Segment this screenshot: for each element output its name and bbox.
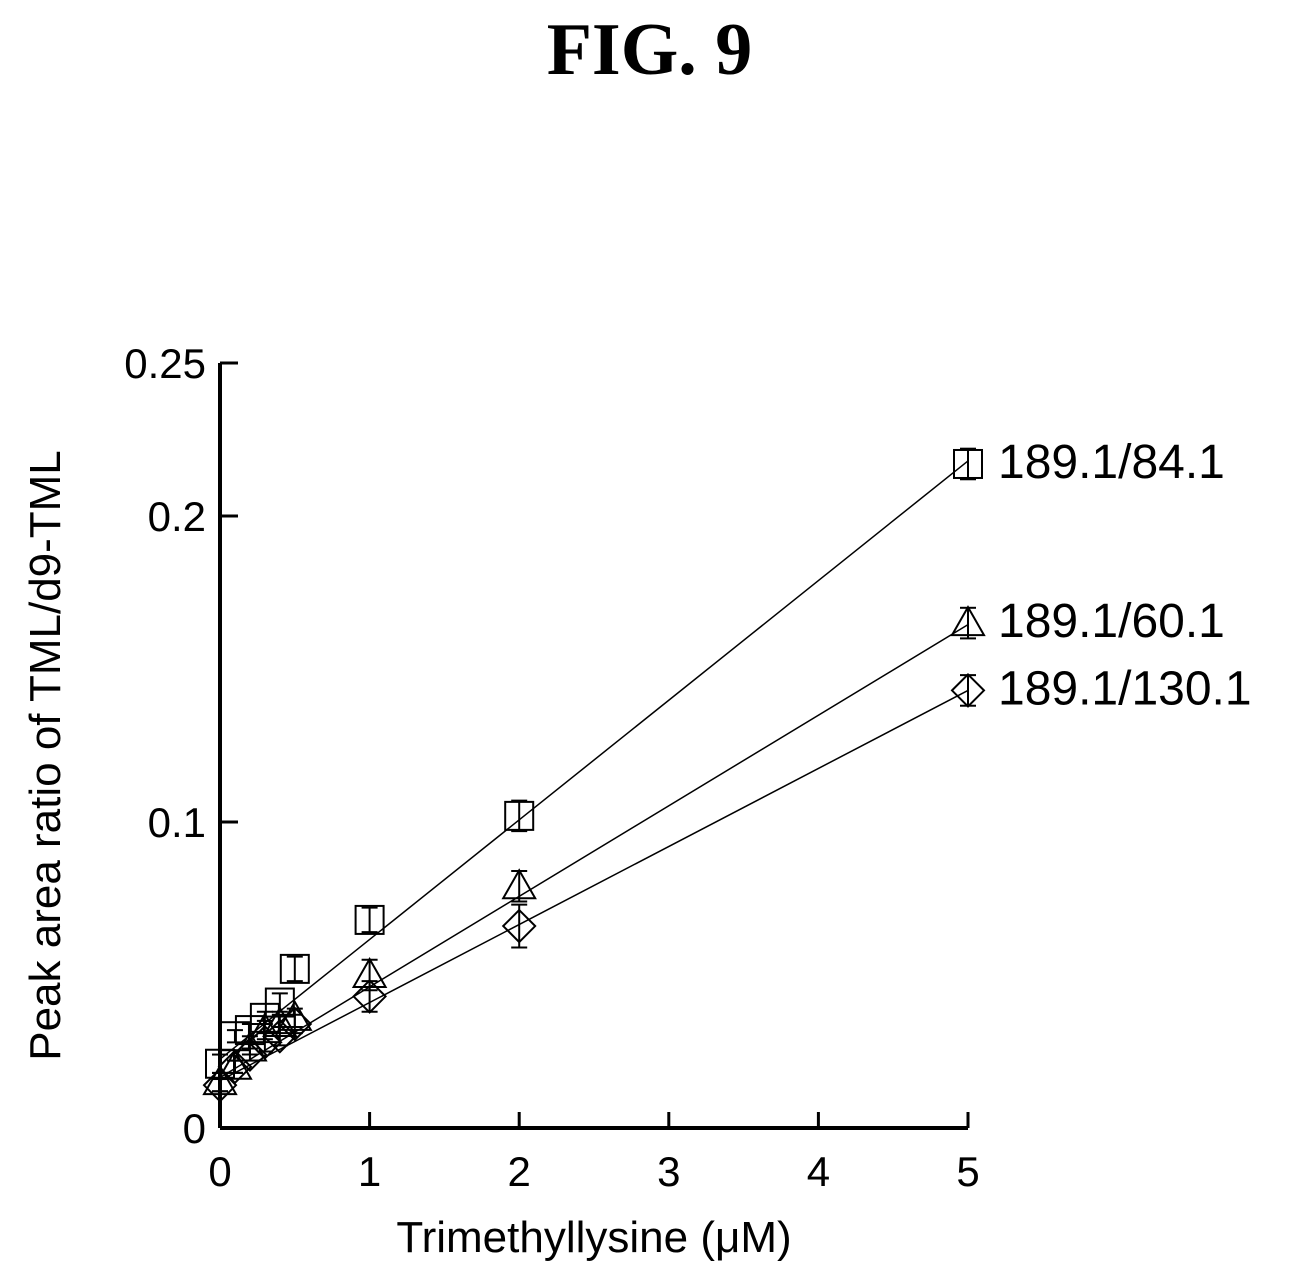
data-points — [202, 447, 986, 1103]
axes: 0 1 2 3 4 5 0 0.1 0.2 0.25 Trimethyllysine (μM) Pea… — [21, 340, 980, 1262]
y-axis-title: Peak area ratio of TML/d9-TML — [21, 450, 70, 1061]
data-point-square — [953, 448, 983, 479]
x-tick-label: 1 — [358, 1148, 381, 1195]
data-point-diamond — [277, 1006, 313, 1042]
data-point-square — [279, 953, 310, 984]
figure-title: FIG. 9 — [546, 9, 753, 91]
data-point-diamond — [247, 1024, 283, 1060]
data-point-diamond — [262, 1018, 298, 1054]
y-tick-label: 0 — [183, 1105, 206, 1152]
x-tick-label: 5 — [956, 1148, 979, 1195]
data-point-square — [354, 904, 385, 935]
fit-lines — [219, 460, 969, 1082]
fit-line-3 — [219, 689, 969, 1082]
y-tick-label: 0.2 — [148, 493, 206, 540]
data-point-diamond — [950, 673, 986, 708]
x-tick-label: 4 — [807, 1148, 830, 1195]
data-point-triangle — [202, 1064, 238, 1096]
data-point-square — [504, 800, 535, 831]
fit-line-2 — [219, 623, 969, 1079]
data-point-diamond — [232, 1037, 268, 1072]
series-label-3: 189.1/130.1 — [998, 662, 1252, 715]
data-point-triangle — [501, 868, 537, 900]
series-label-2: 189.1/60.1 — [998, 595, 1225, 648]
fit-line-1 — [219, 460, 969, 1060]
y-tick-label: 0.1 — [148, 799, 206, 846]
x-axis-title: Trimethyllysine (μM) — [396, 1213, 791, 1262]
x-tick-label: 2 — [508, 1148, 531, 1195]
data-point-triangle — [950, 605, 986, 637]
data-point-diamond — [501, 908, 537, 944]
x-tick-label: 0 — [208, 1148, 231, 1195]
y-tick-label: 0.25 — [124, 340, 206, 387]
data-point-diamond — [352, 979, 388, 1014]
series-label-1: 189.1/84.1 — [998, 436, 1225, 489]
series-labels: 189.1/84.1 189.1/60.1 189.1/130.1 — [998, 436, 1252, 715]
x-tick-label: 3 — [657, 1148, 680, 1195]
